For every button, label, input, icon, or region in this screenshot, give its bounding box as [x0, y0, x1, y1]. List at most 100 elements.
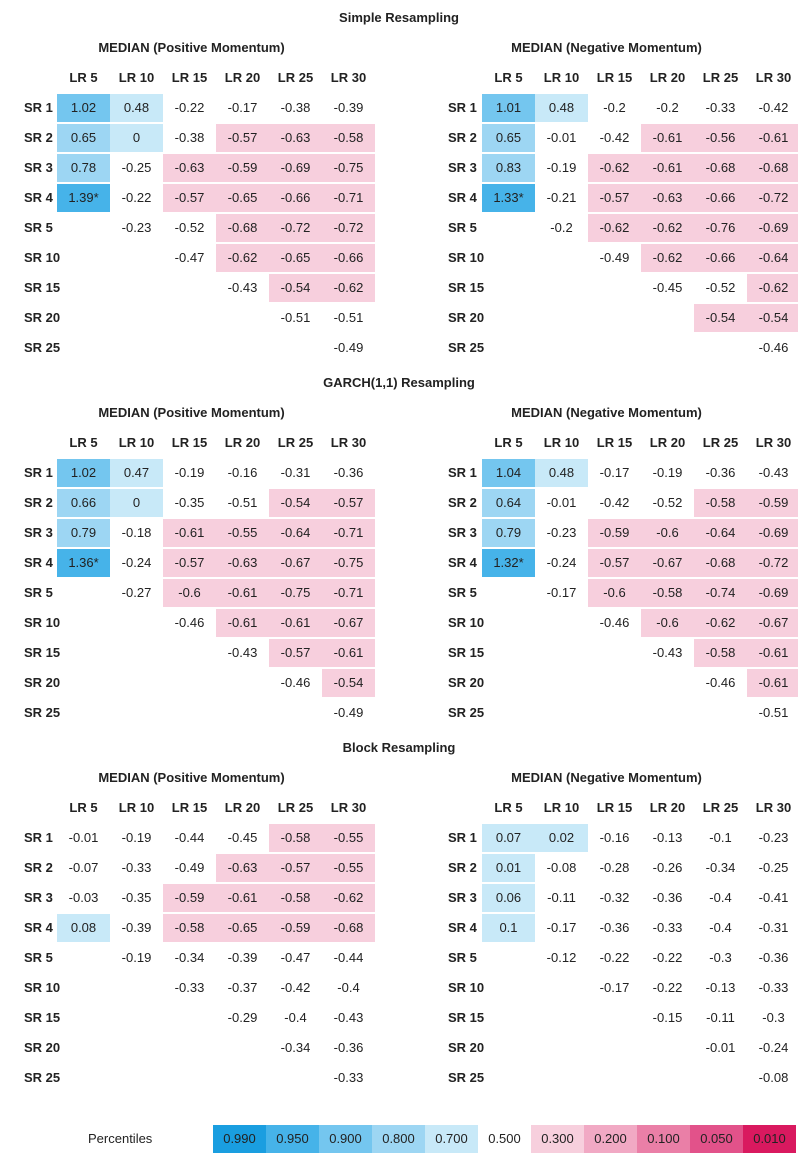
- column-header: LR 20: [224, 435, 261, 450]
- cell: -0.47: [174, 250, 205, 265]
- cell: -0.22: [174, 100, 205, 115]
- cell: 1.36*: [57, 549, 110, 577]
- cell: -0.34: [705, 860, 736, 875]
- cell: -0.57: [269, 639, 322, 667]
- cell: -0.08: [758, 1070, 789, 1085]
- cell: -0.01: [68, 830, 99, 845]
- cell: -0.71: [322, 579, 375, 607]
- legend-swatch: 0.100: [637, 1125, 690, 1153]
- cell: -0.61: [747, 124, 798, 152]
- cell: -0.68: [216, 214, 269, 242]
- cell: -0.33: [758, 980, 789, 995]
- cell: -0.75: [269, 579, 322, 607]
- cell: -0.69: [747, 579, 798, 607]
- cell: -0.27: [121, 585, 152, 600]
- cell: -0.31: [758, 920, 789, 935]
- row-label: SR 25: [448, 705, 485, 720]
- column-header: LR 15: [596, 800, 633, 815]
- row-label: SR 3: [448, 525, 477, 540]
- cell: -0.57: [322, 489, 375, 517]
- cell: -0.51: [333, 310, 364, 325]
- column-header: LR 30: [755, 435, 792, 450]
- legend-swatch: 0.900: [319, 1125, 372, 1153]
- cell: -0.49: [333, 340, 364, 355]
- cell: -0.24: [758, 1040, 789, 1055]
- row-label: SR 2: [24, 130, 53, 145]
- row-label: SR 20: [24, 675, 61, 690]
- column-header: LR 10: [118, 800, 155, 815]
- row-label: SR 15: [24, 1010, 61, 1025]
- cell: -0.43: [652, 645, 683, 660]
- row-label: SR 25: [448, 340, 485, 355]
- cell: 0.48: [110, 94, 163, 122]
- cell: -0.69: [747, 519, 798, 547]
- cell: -0.23: [546, 525, 577, 540]
- cell: -0.25: [758, 860, 789, 875]
- legend-swatch: 0.200: [584, 1125, 637, 1153]
- cell: -0.67: [322, 609, 375, 637]
- cell: -0.61: [216, 609, 269, 637]
- row-label: SR 5: [448, 585, 477, 600]
- cell: -0.23: [758, 830, 789, 845]
- cell: -0.45: [227, 830, 258, 845]
- cell: -0.59: [216, 154, 269, 182]
- row-label: SR 1: [448, 465, 477, 480]
- cell: -0.46: [705, 675, 736, 690]
- cell: -0.61: [747, 669, 798, 697]
- cell: -0.35: [174, 495, 205, 510]
- row-label: SR 5: [24, 950, 53, 965]
- cell: -0.42: [758, 100, 789, 115]
- cell: 0.01: [482, 854, 535, 882]
- row-label: SR 3: [24, 525, 53, 540]
- cell: -0.44: [174, 830, 205, 845]
- cell: -0.52: [174, 220, 205, 235]
- column-header: LR 5: [69, 800, 98, 815]
- column-header: LR 10: [543, 435, 580, 450]
- cell: 0.07: [482, 824, 535, 852]
- cell: -0.59: [588, 519, 641, 547]
- cell: -0.24: [121, 555, 152, 570]
- cell: -0.19: [174, 465, 205, 480]
- cell: -0.63: [216, 549, 269, 577]
- cell: -0.72: [747, 549, 798, 577]
- column-header: LR 15: [171, 800, 208, 815]
- cell: -0.62: [322, 884, 375, 912]
- row-label: SR 3: [448, 160, 477, 175]
- cell: 1.01: [482, 94, 535, 122]
- column-header: LR 25: [277, 70, 314, 85]
- cell: -0.64: [747, 244, 798, 272]
- cell: -0.19: [121, 830, 152, 845]
- cell: -0.08: [546, 860, 577, 875]
- cell: -0.43: [227, 645, 258, 660]
- cell: -0.61: [747, 639, 798, 667]
- row-label: SR 2: [448, 130, 477, 145]
- cell: -0.2: [656, 100, 679, 115]
- cell: -0.64: [694, 519, 747, 547]
- cell: -0.43: [227, 280, 258, 295]
- column-header: LR 25: [702, 435, 739, 450]
- cell: -0.65: [269, 244, 322, 272]
- column-header: LR 30: [755, 70, 792, 85]
- cell: -0.31: [280, 465, 311, 480]
- cell: 0.66: [57, 489, 110, 517]
- cell: -0.36: [758, 950, 789, 965]
- cell: -0.58: [641, 579, 694, 607]
- cell: -0.4: [709, 920, 732, 935]
- cell: -0.16: [599, 830, 630, 845]
- column-header: LR 30: [755, 800, 792, 815]
- row-label: SR 10: [448, 980, 485, 995]
- cell: -0.19: [121, 950, 152, 965]
- row-label: SR 5: [24, 220, 53, 235]
- cell: -0.56: [694, 124, 747, 152]
- cell: -0.07: [68, 860, 99, 875]
- cell: 1.04: [482, 459, 535, 487]
- row-label: SR 4: [448, 555, 477, 570]
- row-label: SR 15: [448, 280, 485, 295]
- cell: 0.79: [482, 519, 535, 547]
- cell: -0.61: [322, 639, 375, 667]
- cell: 0.83: [482, 154, 535, 182]
- cell: -0.61: [216, 579, 269, 607]
- cell: -0.54: [269, 274, 322, 302]
- legend-title: Percentiles: [88, 1131, 153, 1146]
- cell: -0.32: [599, 890, 630, 905]
